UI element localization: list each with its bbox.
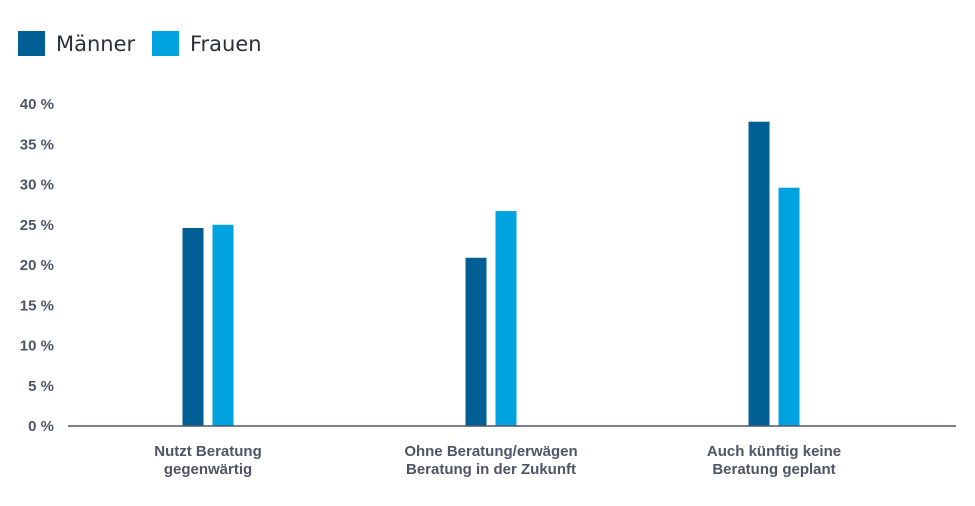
bar-frauen-3 [778, 187, 800, 426]
category-label-3-line-2: Beratung geplant [712, 461, 835, 478]
y-tick-label: 20 % [20, 257, 54, 274]
legend-swatch-1 [18, 31, 45, 56]
y-tick-label: 35 % [20, 136, 54, 153]
legend-label-2: Frauen [190, 32, 262, 56]
category-label-2-line-1: Ohne Beratung/erwägen [404, 443, 577, 460]
legend-swatch-2 [152, 31, 179, 56]
bar-frauen-1 [212, 224, 234, 426]
y-tick-label: 5 % [28, 378, 54, 395]
y-axis-ticks: 0 % 5 % 10 % 15 % 20 % 25 % 30 % 35 % 40 % [20, 96, 54, 435]
bar-männer-2 [465, 257, 487, 426]
y-tick-label: 25 % [20, 217, 54, 234]
legend-label-1: Männer [56, 32, 136, 56]
y-tick-label: 0 % [28, 418, 54, 435]
legend: Männer Frauen [18, 31, 262, 56]
y-tick-label: 10 % [20, 338, 54, 355]
category-label-3-line-1: Auch künftig keine [707, 443, 841, 460]
y-tick-label: 30 % [20, 177, 54, 194]
category-label-1-line-1: Nutzt Beratung [154, 443, 262, 460]
bar-männer-1 [182, 227, 204, 426]
bars [182, 121, 800, 427]
category-label-2-line-2: Beratung in der Zukunft [406, 461, 576, 478]
bar-frauen-2 [495, 211, 517, 426]
bar-männer-3 [748, 121, 770, 427]
category-label-1-line-2: gegenwärtig [164, 461, 252, 478]
y-tick-label: 40 % [20, 96, 54, 113]
y-tick-label: 15 % [20, 297, 54, 314]
